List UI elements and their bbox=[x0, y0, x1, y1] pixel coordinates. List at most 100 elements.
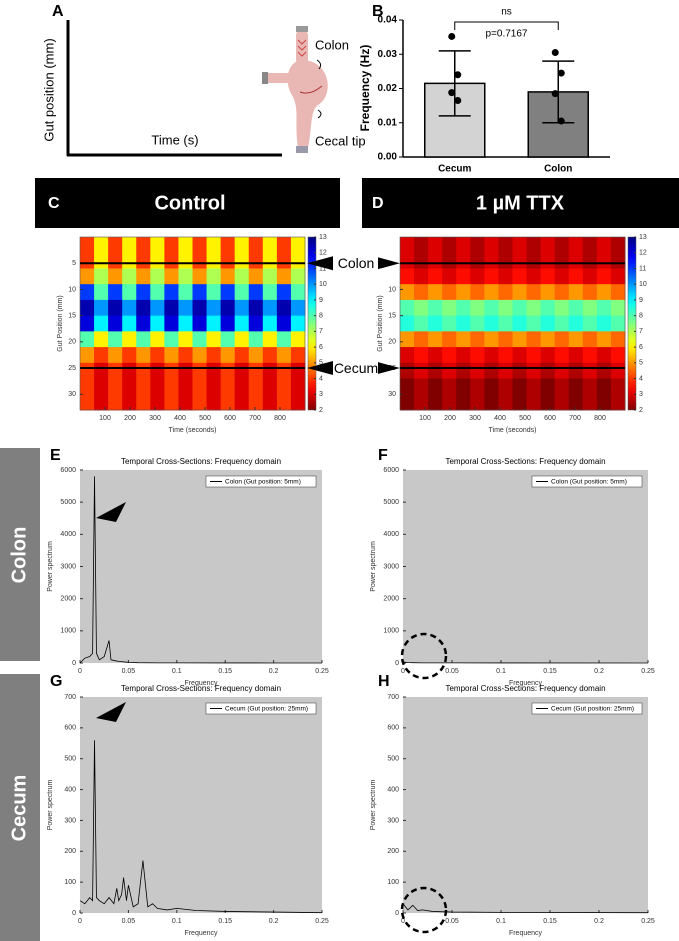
heatmap-cell bbox=[540, 284, 556, 301]
heatmap-cell bbox=[178, 362, 193, 380]
heatmap-cell bbox=[582, 331, 598, 348]
heatmap-cell bbox=[122, 347, 137, 364]
colorbar-tick-label: 12 bbox=[319, 250, 327, 257]
heatmap-cell bbox=[568, 252, 584, 269]
heatmap-cell bbox=[568, 299, 584, 317]
y-tick-label: 5 bbox=[72, 260, 76, 267]
heatmap-cell bbox=[428, 331, 443, 348]
heatmap-cell bbox=[540, 252, 556, 269]
heatmap-cell bbox=[596, 394, 612, 411]
y-tick-label: 15 bbox=[388, 312, 396, 319]
heatmap-cell bbox=[400, 378, 415, 395]
heatmap-cell bbox=[248, 347, 264, 364]
heatmap-cell bbox=[122, 252, 137, 269]
row-label: Colon bbox=[8, 527, 30, 584]
y-tick-label: 10 bbox=[388, 286, 396, 293]
x-tick-label: 0.2 bbox=[594, 918, 604, 925]
heatmap-cell bbox=[414, 331, 429, 348]
heatmap-cell bbox=[596, 252, 612, 269]
colorbar-tick-label: 2 bbox=[319, 407, 323, 414]
heatmap-cell bbox=[554, 315, 570, 332]
annotation: p=0.7167 bbox=[486, 29, 528, 40]
heatmap-cell bbox=[94, 362, 109, 380]
heatmap-cell bbox=[178, 268, 193, 285]
colorbar-tick-label: 8 bbox=[319, 312, 323, 319]
heatmap-cell bbox=[484, 315, 499, 332]
heatmap-cell bbox=[400, 315, 415, 332]
heatmap-cell bbox=[400, 331, 415, 348]
heatmap-cell bbox=[442, 299, 457, 317]
heatmap-cell bbox=[122, 299, 137, 317]
error-bar bbox=[438, 50, 471, 117]
gut-drawing bbox=[262, 26, 328, 153]
marker-label-bg bbox=[334, 254, 378, 273]
heatmap-cell bbox=[290, 331, 306, 348]
heatmap-cell bbox=[150, 284, 165, 301]
row-label-box bbox=[0, 448, 40, 661]
heatmap-cell bbox=[178, 331, 193, 348]
heatmap-cell bbox=[484, 237, 499, 254]
heatmap-cell bbox=[290, 362, 306, 380]
y-tick-label: 100 bbox=[64, 879, 76, 886]
marker-arrow bbox=[374, 361, 400, 376]
x-tick-label: 100 bbox=[419, 415, 431, 422]
x-tick-label: 100 bbox=[99, 415, 111, 422]
heatmap-cell bbox=[400, 237, 415, 254]
heatmap-cell bbox=[164, 394, 179, 411]
colorbar-tick-label: 3 bbox=[639, 391, 643, 398]
heatmap-cell bbox=[568, 394, 584, 411]
x-axis-label: Time (seconds) bbox=[489, 427, 537, 434]
heatmap-cell bbox=[428, 237, 443, 254]
legend-box bbox=[205, 702, 317, 715]
heatmap-cell bbox=[470, 252, 485, 269]
heatmap-cell bbox=[94, 347, 109, 364]
colorbar-tick-label: 13 bbox=[319, 234, 327, 241]
heatmap-cell bbox=[610, 237, 626, 254]
x-tick-label: 0.15 bbox=[543, 918, 557, 925]
x-tick-label: 0.25 bbox=[641, 918, 655, 925]
heatmap-cell bbox=[234, 284, 250, 301]
heatmap-cell bbox=[442, 362, 457, 380]
heatmap-cell bbox=[136, 378, 151, 395]
heatmap-cell bbox=[484, 378, 499, 395]
y-tick-label: 5000 bbox=[383, 499, 399, 506]
heatmap-cell bbox=[248, 252, 264, 269]
heatmap-cell bbox=[290, 284, 306, 301]
y-tick-label: 500 bbox=[64, 756, 76, 763]
heatmap-cell bbox=[164, 362, 179, 380]
y-tick-label: 700 bbox=[64, 694, 76, 701]
diagram-label: Cecal tip bbox=[315, 133, 366, 148]
colorbar-tick-label: 10 bbox=[319, 281, 327, 288]
y-tick-label: 4000 bbox=[60, 531, 76, 538]
heatmap-cell bbox=[108, 315, 123, 332]
y-tick-label: 0.04 bbox=[378, 15, 398, 26]
plot-area bbox=[80, 470, 322, 663]
y-axis-label: Power spectrum bbox=[370, 780, 377, 831]
y-axis-label: Gut Position (mm) bbox=[57, 295, 64, 351]
heatmap-cell bbox=[276, 362, 292, 380]
dashed-circle bbox=[400, 632, 448, 680]
heatmap-cell bbox=[400, 268, 415, 285]
heatmap-cell bbox=[94, 252, 109, 269]
heatmap-cell bbox=[108, 268, 123, 285]
heatmap-cell bbox=[206, 331, 222, 348]
heatmap-cell bbox=[234, 299, 250, 317]
heatmap-cell bbox=[94, 378, 109, 395]
colorbar-tick-label: 11 bbox=[319, 265, 326, 272]
heatmap-cell bbox=[498, 378, 513, 395]
data-point bbox=[448, 89, 456, 97]
y-tick-label: 0 bbox=[72, 910, 76, 917]
y-tick-label: 6000 bbox=[60, 467, 76, 474]
heatmap-cell bbox=[456, 268, 471, 285]
heatmap-cell bbox=[512, 362, 528, 380]
y-tick-label: 6000 bbox=[383, 467, 399, 474]
heatmap-cell bbox=[248, 237, 264, 254]
y-tick-label: 200 bbox=[387, 848, 399, 855]
heatmap-cell bbox=[456, 394, 471, 411]
y-axis-label: Gut Position (mm) bbox=[377, 295, 384, 351]
heatmap-cell bbox=[136, 331, 151, 348]
heatmap-cell bbox=[290, 347, 306, 364]
heatmap-cell bbox=[290, 394, 306, 411]
x-tick-label: 500 bbox=[199, 415, 211, 422]
heatmap-cell bbox=[498, 347, 513, 364]
